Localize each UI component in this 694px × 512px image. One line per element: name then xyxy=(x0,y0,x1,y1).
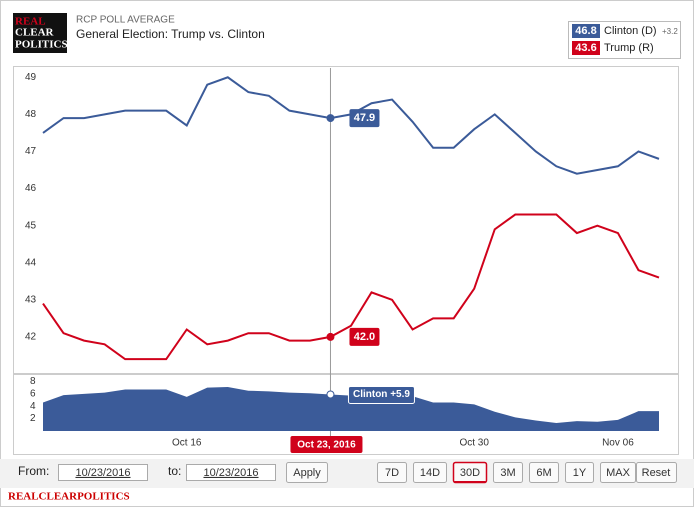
range-label: MAX xyxy=(606,467,631,479)
legend-spread: +3.2 xyxy=(662,27,678,36)
y-tick-label: 47 xyxy=(25,146,37,157)
tooltip-box xyxy=(349,109,380,128)
logo-text: POLITICS xyxy=(15,39,68,51)
legend-value: 46.8 xyxy=(575,25,596,37)
reset-button[interactable] xyxy=(636,462,677,483)
y-tick-label: 46 xyxy=(25,183,37,194)
tooltip-value: 47.9 xyxy=(354,112,375,124)
y-tick-label: 49 xyxy=(25,72,37,83)
legend-swatch xyxy=(572,41,600,55)
legend-name: Clinton (D) xyxy=(604,25,657,37)
from-label: From: xyxy=(18,464,49,478)
y-tick-label: 45 xyxy=(25,220,37,231)
series-line xyxy=(42,213,660,361)
date-tooltip-text: Oct 23, 2016 xyxy=(297,440,356,451)
apply-label: Apply xyxy=(293,467,321,479)
y-tick-label: 8 xyxy=(30,376,36,387)
tooltip-box xyxy=(347,385,415,404)
y-tick-label: 43 xyxy=(25,294,37,305)
y-tick-label: 6 xyxy=(30,388,36,399)
range-button[interactable] xyxy=(565,462,594,483)
from-input[interactable] xyxy=(58,464,148,481)
tooltip-value: 42.0 xyxy=(354,331,375,343)
x-tick-label: Nov 06 xyxy=(602,438,634,449)
range-label: 30D xyxy=(460,467,480,479)
range-label: 6M xyxy=(536,467,551,479)
legend-name: Trump (R) xyxy=(604,42,654,54)
range-button[interactable] xyxy=(377,462,407,483)
logo xyxy=(13,13,67,53)
y-tick-label: 48 xyxy=(25,109,37,120)
range-button[interactable] xyxy=(413,462,447,483)
legend-value: 43.6 xyxy=(575,42,596,54)
to-value: 10/23/2016 xyxy=(203,467,258,479)
spread-area xyxy=(43,387,659,431)
chart-title: General Election: Trump vs. Clinton xyxy=(76,27,265,41)
from-value: 10/23/2016 xyxy=(75,467,130,479)
y-tick-label: 4 xyxy=(30,401,36,412)
to-input[interactable] xyxy=(186,464,276,481)
y-tick-label: 2 xyxy=(30,413,36,424)
hover-dot xyxy=(326,332,335,341)
tooltip-box xyxy=(349,327,380,346)
range-label: 1Y xyxy=(573,467,587,479)
to-label: to: xyxy=(168,464,181,478)
footer: REALCLEARPOLITICS xyxy=(8,491,130,503)
logo-text: CLEAR xyxy=(15,27,55,39)
hover-dot xyxy=(326,114,335,123)
logo-text: REAL xyxy=(15,16,46,28)
y-tick-label: 44 xyxy=(25,257,37,268)
range-button[interactable] xyxy=(493,462,523,483)
range-button[interactable] xyxy=(529,462,559,483)
apply-button[interactable] xyxy=(286,462,328,483)
range-label: 3M xyxy=(500,467,515,479)
range-label: 14D xyxy=(420,467,440,479)
kicker: RCP POLL AVERAGE xyxy=(76,15,175,26)
range-button[interactable] xyxy=(600,462,636,483)
range-label: 7D xyxy=(385,467,399,479)
hover-dot xyxy=(326,390,335,399)
x-tick-label: Oct 16 xyxy=(172,438,202,449)
date-tooltip xyxy=(290,436,363,453)
legend-swatch xyxy=(572,24,600,38)
tooltip-value: Clinton +5.9 xyxy=(353,389,410,400)
x-tick-label: Oct 30 xyxy=(459,438,489,449)
y-tick-label: 42 xyxy=(25,332,37,343)
reset-label: Reset xyxy=(642,467,671,479)
